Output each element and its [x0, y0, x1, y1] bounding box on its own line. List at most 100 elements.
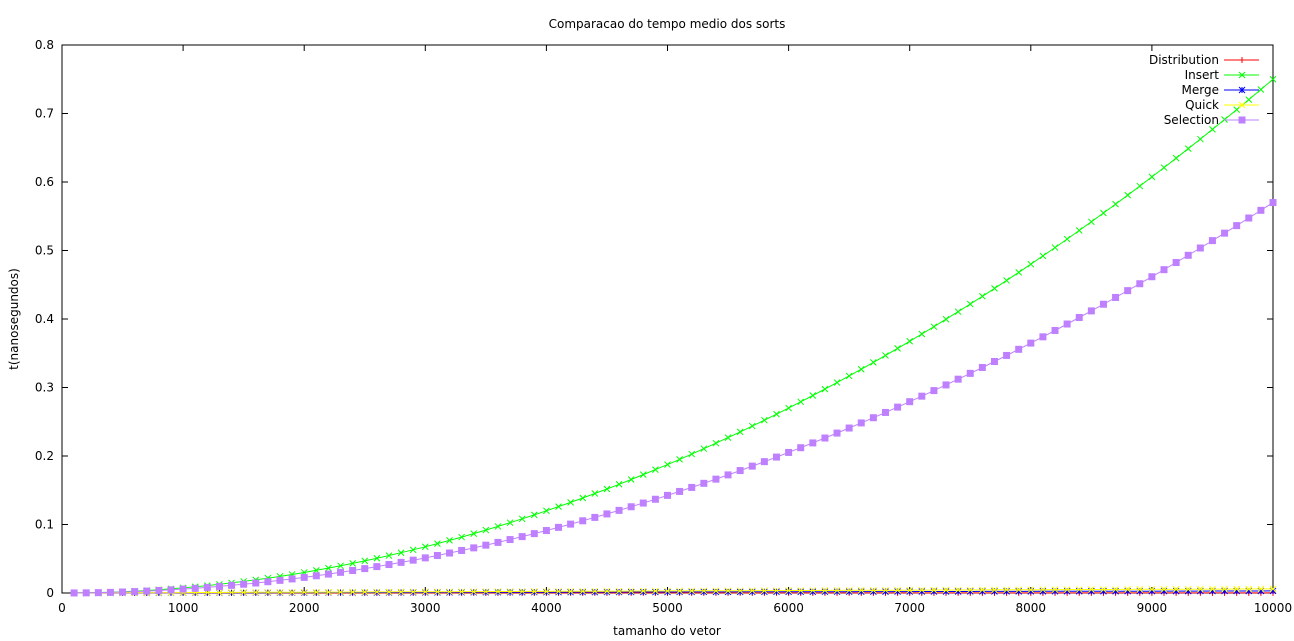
data-point: [700, 587, 708, 595]
data-point: [748, 422, 756, 430]
data-point: [676, 588, 683, 596]
data-point: [1245, 96, 1253, 103]
data-point: [894, 345, 901, 352]
data-point: [530, 511, 538, 519]
data-point: [494, 588, 502, 596]
data-point: [543, 507, 550, 515]
data-point: [979, 588, 986, 595]
data-point: [1087, 218, 1095, 226]
data-point: [639, 471, 647, 478]
data-point: [300, 573, 308, 581]
data-point: [1233, 106, 1241, 113]
data-point: [615, 480, 623, 488]
data-point: [240, 580, 248, 588]
data-point: [106, 588, 114, 596]
data-point: [1124, 587, 1132, 595]
data-point: [991, 586, 998, 594]
data-point: [1233, 222, 1241, 230]
data-point: [1160, 587, 1168, 595]
data-point: [312, 572, 320, 580]
data-point: [288, 575, 296, 583]
data-point: [1172, 154, 1180, 162]
data-point: [954, 375, 962, 383]
series-insert: [70, 75, 1277, 597]
data-point: [446, 537, 453, 544]
data-point: [252, 588, 260, 596]
data-point: [845, 588, 853, 596]
data-point: [312, 588, 320, 596]
data-point: [845, 372, 853, 380]
data-point: [1075, 313, 1083, 321]
y-tick-label: 0.5: [35, 244, 54, 258]
data-point: [179, 585, 187, 593]
data-point: [1027, 588, 1035, 595]
data-point: [506, 519, 514, 527]
data-point: [1245, 587, 1253, 595]
data-point: [870, 359, 877, 366]
data-point: [894, 588, 901, 595]
data-point: [1015, 586, 1023, 594]
data-point: [361, 565, 369, 573]
data-point: [1196, 135, 1204, 143]
data-point: [627, 587, 635, 595]
data-point: [845, 586, 853, 594]
data-point: [252, 579, 260, 587]
x-tick-label: 5000: [652, 601, 683, 615]
data-point: [434, 540, 441, 547]
data-point: [700, 588, 708, 596]
data-point: [676, 487, 684, 495]
data-point: [785, 404, 792, 412]
data-point: [409, 588, 417, 596]
data-point: [627, 476, 635, 483]
data-point: [1269, 585, 1277, 593]
data-point: [421, 588, 429, 596]
data-point: [688, 483, 696, 491]
data-point: [518, 588, 526, 596]
data-point: [143, 587, 151, 595]
y-tick-label: 0.4: [35, 312, 54, 326]
data-point: [555, 587, 562, 595]
data-point: [1221, 587, 1228, 595]
data-point: [930, 586, 938, 594]
data-point: [664, 491, 671, 499]
data-point: [167, 586, 175, 594]
data-point: [458, 533, 465, 541]
data-point: [458, 588, 465, 595]
data-point: [615, 587, 623, 595]
data-point: [724, 471, 732, 479]
legend-swatch-marker: [1238, 101, 1246, 109]
data-point: [591, 587, 599, 595]
legend-swatch-marker: [1238, 86, 1246, 94]
data-point: [1160, 585, 1168, 593]
data-point: [1063, 586, 1071, 593]
data-point: [397, 588, 405, 596]
series-line: [74, 78, 1274, 594]
data-point: [506, 588, 514, 595]
data-point: [809, 587, 817, 594]
x-tick-label: 2000: [289, 601, 320, 615]
data-point: [761, 588, 768, 596]
data-point: [482, 541, 490, 549]
data-point: [579, 587, 587, 595]
data-point: [797, 444, 805, 452]
data-point: [942, 588, 950, 595]
data-point: [736, 587, 744, 595]
data-point: [918, 392, 926, 400]
x-tick-label: 6000: [773, 601, 804, 615]
data-point: [1172, 259, 1180, 267]
data-point: [385, 552, 393, 559]
data-point: [1112, 200, 1119, 208]
data-point: [990, 358, 998, 366]
data-point: [349, 567, 357, 575]
data-point: [748, 588, 756, 596]
data-point: [542, 527, 550, 535]
data-point: [482, 526, 490, 534]
plot-border: [61, 44, 1274, 594]
data-point: [70, 589, 78, 597]
data-point: [1184, 145, 1192, 153]
data-point: [1209, 125, 1216, 133]
data-point: [918, 330, 926, 338]
data-point: [736, 467, 744, 475]
